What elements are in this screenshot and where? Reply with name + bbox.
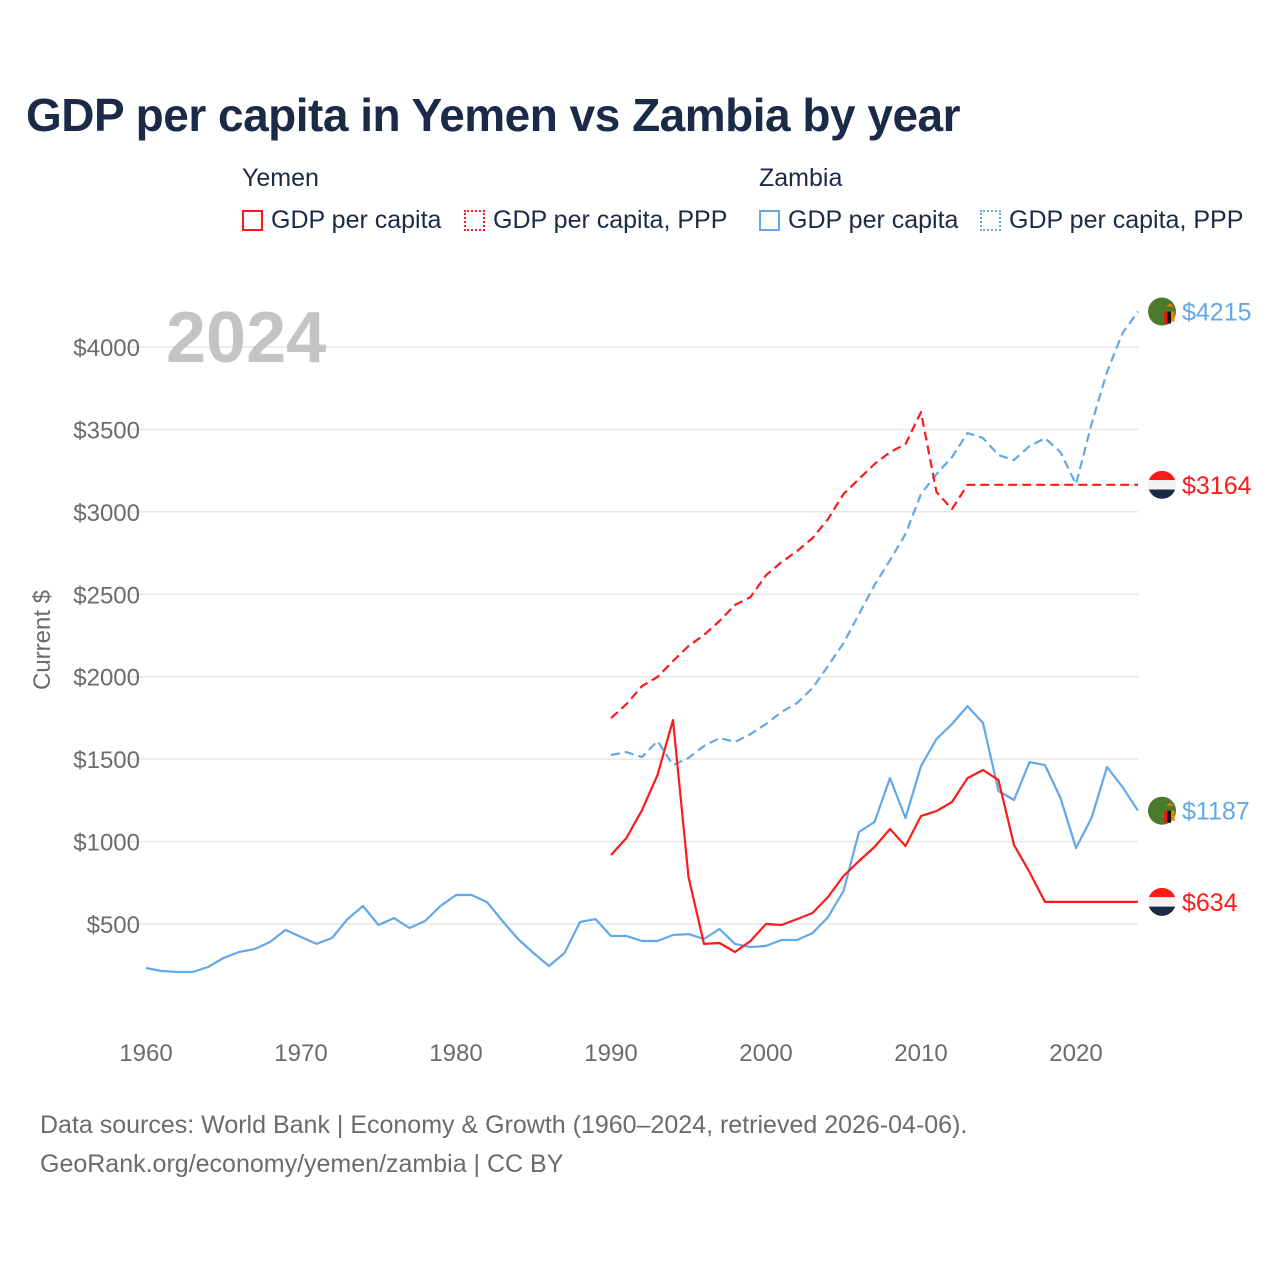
- series-line-zambia-gdp: [145, 705, 1139, 974]
- legend-swatch-solid: [242, 210, 263, 231]
- x-tick-label: 1990: [584, 1040, 637, 1067]
- y-axis-label: Current $: [29, 590, 56, 690]
- legend-group-yemen: Yemen: [242, 164, 319, 192]
- legend-item-zambia-ppp[interactable]: GDP per capita, PPP: [980, 206, 1243, 235]
- series-line-yemen-ppp: [610, 411, 1138, 719]
- y-tick-label: $1500: [73, 747, 140, 774]
- legend-label: GDP per capita: [271, 206, 442, 234]
- yemen-flag-icon: [1148, 470, 1176, 499]
- legend-item-yemen-gdp[interactable]: GDP per capita: [242, 206, 441, 235]
- legend-label: GDP per capita, PPP: [493, 206, 728, 234]
- series-line-yemen-gdp: [610, 719, 1138, 954]
- legend-label: GDP per capita, PPP: [1009, 206, 1244, 234]
- legend-swatch-dotted: [464, 210, 485, 231]
- x-tick-label: 2020: [1049, 1040, 1102, 1067]
- chart-title: GDP per capita in Yemen vs Zambia by yea…: [26, 89, 961, 141]
- y-tick-label: $2000: [73, 665, 140, 692]
- x-tick-label: 2000: [739, 1040, 792, 1067]
- yemen-flag-icon: [1148, 887, 1176, 916]
- y-tick-label: $2500: [73, 582, 140, 609]
- x-tick-label: 1980: [429, 1040, 482, 1067]
- end-value-label-yemen_ppp: $3164: [1182, 472, 1252, 500]
- x-tick-label: 2010: [894, 1040, 947, 1067]
- legend-group-zambia: Zambia: [759, 164, 843, 192]
- legend-item-yemen-ppp[interactable]: GDP per capita, PPP: [464, 206, 727, 235]
- x-tick-label: 1960: [119, 1040, 172, 1067]
- legend-item-zambia-gdp[interactable]: GDP per capita: [759, 206, 958, 235]
- end-value-label-yemen_gdp: $634: [1182, 889, 1238, 917]
- end-value-label-zambia_ppp: $4215: [1182, 299, 1252, 327]
- year-watermark: 2024: [166, 298, 326, 378]
- end-value-label-zambia_gdp: $1187: [1182, 798, 1250, 826]
- zambia-flag-icon: [1148, 297, 1176, 326]
- y-tick-label: $500: [87, 912, 140, 939]
- legend-swatch-solid: [759, 210, 780, 231]
- source-note: Data sources: World Bank | Economy & Gro…: [40, 1106, 967, 1184]
- y-tick-label: $4000: [73, 335, 140, 362]
- y-tick-label: $3000: [73, 500, 140, 527]
- y-tick-label: $1000: [73, 830, 140, 857]
- source-line-1: Data sources: World Bank | Economy & Gro…: [40, 1111, 968, 1139]
- zambia-flag-icon: [1148, 796, 1176, 825]
- series-line-zambia-ppp: [610, 310, 1139, 767]
- line-chart: $500 $1000 $1500 $2000 $2500 $3000 $3500 $4000 1…: [29, 297, 1252, 1067]
- y-tick-label: $3500: [73, 417, 140, 444]
- legend-label: GDP per capita: [788, 206, 959, 234]
- source-line-2[interactable]: GeoRank.org/economy/yemen/zambia | CC BY: [40, 1150, 564, 1178]
- legend-swatch-dotted: [980, 210, 1001, 231]
- x-tick-label: 1970: [274, 1040, 327, 1067]
